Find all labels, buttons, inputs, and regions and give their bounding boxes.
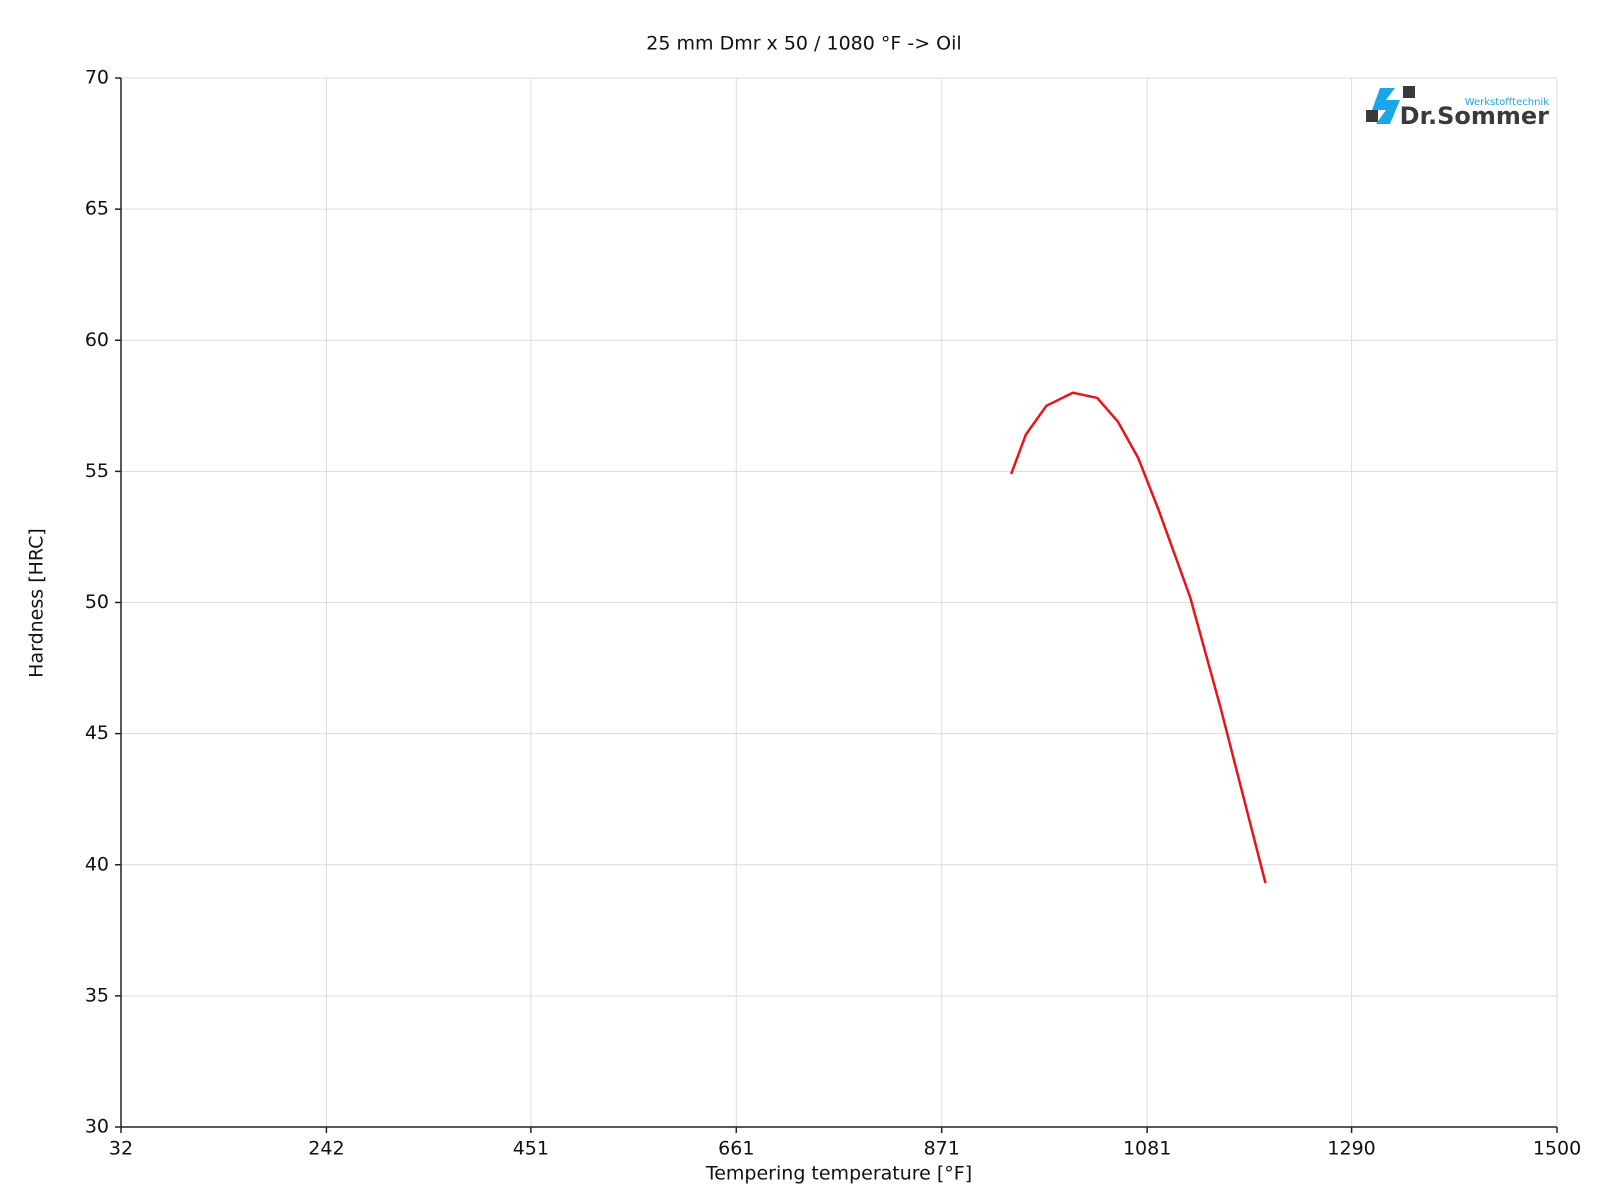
logo-subtitle: Werkstofftechnik bbox=[1465, 97, 1550, 108]
logo: Werkstofftechnik Dr.Sommer bbox=[1366, 86, 1549, 130]
logo-mark bbox=[1372, 88, 1400, 124]
y-tick-label: 35 bbox=[85, 984, 109, 1006]
y-tick-label: 30 bbox=[85, 1116, 109, 1138]
chart-title: 25 mm Dmr x 50 / 1080 °F -> Oil bbox=[646, 33, 961, 55]
x-tick-label: 242 bbox=[308, 1138, 344, 1160]
plot: 30 35 40 45 50 55 60 65 70 32 242 451 661 871 1081 1290… bbox=[85, 67, 1581, 1160]
x-tick-label: 1081 bbox=[1123, 1138, 1171, 1160]
x-tick-label: 1500 bbox=[1533, 1138, 1581, 1160]
y-tick-label: 45 bbox=[85, 722, 109, 744]
y-axis-label: Hardness [HRC] bbox=[26, 528, 48, 678]
logo-square bbox=[1366, 110, 1378, 122]
logo-name: Dr.Sommer bbox=[1400, 102, 1550, 130]
y-tick-label: 50 bbox=[85, 591, 109, 613]
x-tick-label: 451 bbox=[513, 1138, 549, 1160]
y-tick-label: 60 bbox=[85, 329, 109, 351]
x-tick-label: 661 bbox=[718, 1138, 754, 1160]
x-axis-label: Tempering temperature [°F] bbox=[705, 1163, 972, 1185]
y-tick-label: 40 bbox=[85, 853, 109, 875]
x-tick-label: 871 bbox=[924, 1138, 960, 1160]
y-tick-label: 70 bbox=[85, 67, 109, 89]
logo-square bbox=[1403, 86, 1415, 98]
x-tick-label: 32 bbox=[109, 1138, 133, 1160]
x-tick-label: 1290 bbox=[1327, 1138, 1375, 1160]
y-tick-label: 55 bbox=[85, 460, 109, 482]
y-tick-label: 65 bbox=[85, 198, 109, 220]
data-line bbox=[1009, 391, 1267, 884]
